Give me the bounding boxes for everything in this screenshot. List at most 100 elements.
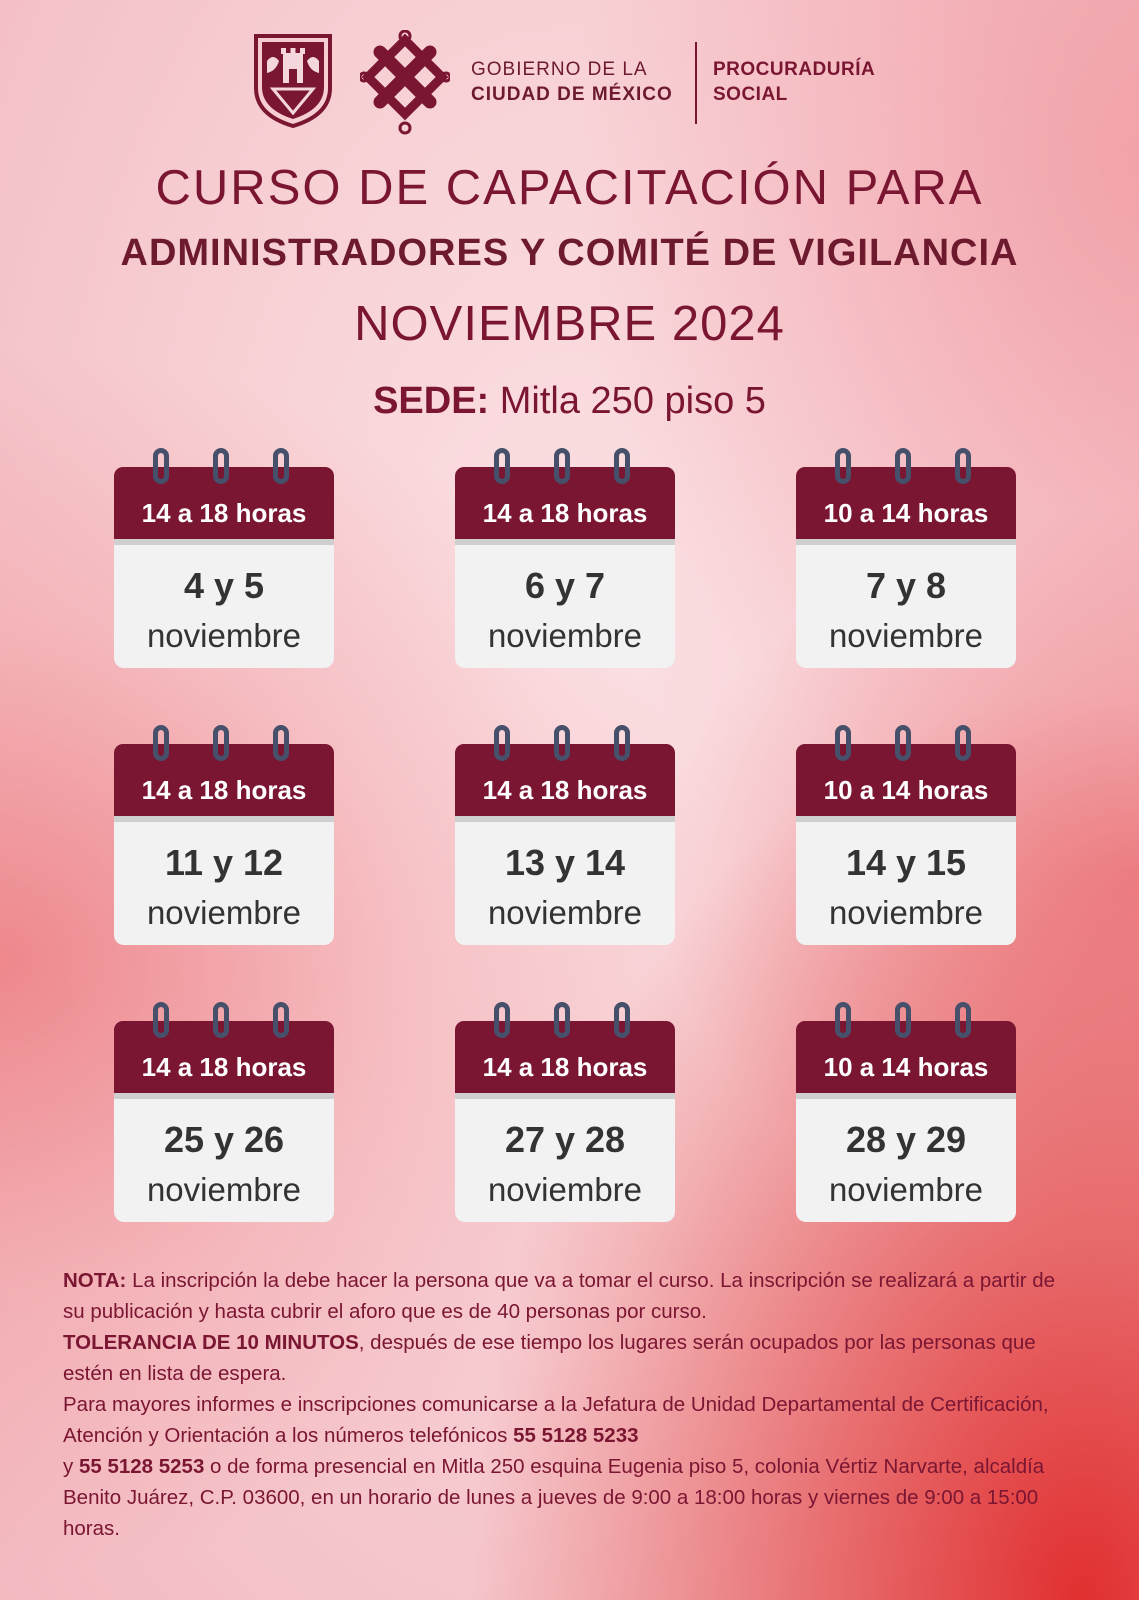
calendar-month: noviembre — [828, 617, 984, 654]
calendar-card: 14 a 18 horas 11 y 12 noviembre — [114, 725, 334, 945]
calendar-month: noviembre — [487, 617, 643, 654]
calendar-body: 13 y 14 noviembre — [455, 822, 675, 945]
binder-ring-icon — [494, 725, 510, 761]
info-text3: o de forma presencial en Mitla 250 esqui… — [63, 1455, 1045, 1540]
calendar-body: 4 y 5 noviembre — [114, 545, 334, 668]
calendar-body: 7 y 8 noviembre — [796, 545, 1016, 668]
calendar-hours: 14 a 18 horas — [482, 775, 648, 805]
calendar-days: 13 y 14 — [504, 842, 626, 883]
binder-ring-icon — [614, 725, 630, 761]
gov-line1: GOBIERNO DE LA — [471, 59, 648, 80]
calendar-month: noviembre — [828, 894, 984, 931]
calendar-body: 11 y 12 noviembre — [114, 822, 334, 945]
calendar-card: 10 a 14 horas 14 y 15 noviembre — [796, 725, 1016, 945]
calendar-days: 27 y 28 — [504, 1119, 626, 1160]
info-text2: y — [63, 1455, 79, 1478]
calendar-card: 14 a 18 horas 4 y 5 noviembre — [114, 448, 334, 668]
calendar-body: 27 y 28 noviembre — [455, 1099, 675, 1222]
proc-line1: PROCURADURÍA — [713, 59, 876, 80]
binder-ring-icon — [554, 1002, 570, 1038]
calendar-card: 14 a 18 horas 6 y 7 noviembre — [455, 448, 675, 668]
sede-line: SEDE: Mitla 250 piso 5 — [0, 380, 1139, 423]
calendar-card: 14 a 18 horas 27 y 28 noviembre — [455, 1002, 675, 1222]
binder-ring-icon — [895, 725, 911, 761]
phone-number-1: 55 5128 5233 — [513, 1424, 639, 1447]
calendar-days: 25 y 26 — [163, 1119, 285, 1160]
sede-value: Mitla 250 piso 5 — [489, 380, 766, 422]
title-line3: NOVIEMBRE 2024 — [354, 297, 785, 351]
calendar-days: 28 y 29 — [845, 1119, 967, 1160]
calendar-hours: 14 a 18 horas — [141, 775, 307, 805]
binder-ring-icon — [494, 448, 510, 484]
binder-ring-icon — [614, 448, 630, 484]
title-line1: CURSO DE CAPACITACIÓN PARA — [155, 161, 984, 215]
phone-number-2: 55 5128 5253 — [78, 1455, 205, 1478]
calendar-body: 28 y 29 noviembre — [796, 1099, 1016, 1222]
binder-ring-icon — [895, 448, 911, 484]
binder-ring-icon — [273, 1002, 289, 1038]
calendar-month: noviembre — [487, 1171, 643, 1208]
calendar-days: 6 y 7 — [524, 565, 606, 606]
calendar-hours: 10 a 14 horas — [823, 775, 989, 805]
nota-text: La inscripción la debe hacer la persona … — [63, 1269, 1056, 1323]
tolerancia-label: TOLERANCIA DE 10 MINUTOS — [63, 1331, 359, 1354]
calendar-hours: 10 a 14 horas — [823, 498, 989, 528]
binder-ring-icon — [273, 725, 289, 761]
binder-ring-icon — [273, 448, 289, 484]
government-name: GOBIERNO DE LA CIUDAD DE MÉXICO — [471, 57, 673, 107]
calendar-days: 14 y 15 — [845, 842, 967, 883]
calendar-hours: 14 a 18 horas — [141, 1052, 307, 1082]
binder-ring-icon — [494, 1002, 510, 1038]
binder-ring-icon — [614, 1002, 630, 1038]
proc-line2: SOCIAL — [713, 84, 788, 105]
procuraduria-name: PROCURADURÍA SOCIAL — [713, 57, 875, 107]
binder-ring-icon — [835, 725, 851, 761]
calendar-month: noviembre — [146, 1171, 302, 1208]
calendar-month: noviembre — [828, 1171, 984, 1208]
binder-ring-icon — [955, 448, 971, 484]
calendar-card: 14 a 18 horas 13 y 14 noviembre — [455, 725, 675, 945]
calendar-card: 10 a 14 horas 28 y 29 noviembre — [796, 1002, 1016, 1222]
info-paragraph: Para mayores informes e inscripciones co… — [63, 1389, 1073, 1544]
header: GOBIERNO DE LA CIUDAD DE MÉXICO PROCURAD… — [253, 30, 903, 135]
calendar-days: 11 y 12 — [164, 842, 284, 883]
nota-label: NOTA: — [63, 1269, 127, 1292]
calendar-month: noviembre — [487, 894, 643, 931]
cdmx-knot-logo — [360, 30, 450, 135]
tolerancia-paragraph: TOLERANCIA DE 10 MINUTOS, después de ese… — [63, 1327, 1073, 1389]
binder-ring-icon — [213, 725, 229, 761]
header-divider — [695, 42, 697, 124]
binder-ring-icon — [153, 725, 169, 761]
sede-label: SEDE: — [373, 380, 490, 422]
notes-section: NOTA: La inscripción la debe hacer la pe… — [63, 1265, 1073, 1544]
binder-ring-icon — [213, 448, 229, 484]
title-line2: ADMINISTRADORES Y COMITÉ DE VIGILANCIA — [120, 232, 1019, 274]
calendar-hours: 14 a 18 horas — [482, 1052, 648, 1082]
binder-ring-icon — [835, 1002, 851, 1038]
calendar-body: 14 y 15 noviembre — [796, 822, 1016, 945]
calendar-body: 6 y 7 noviembre — [455, 545, 675, 668]
calendar-header: 10 a 14 horas — [796, 744, 1016, 816]
nota-paragraph: NOTA: La inscripción la debe hacer la pe… — [63, 1265, 1073, 1327]
binder-ring-icon — [955, 1002, 971, 1038]
gov-line2: CIUDAD DE MÉXICO — [471, 84, 673, 105]
calendar-days: 7 y 8 — [865, 565, 947, 606]
binder-ring-icon — [554, 725, 570, 761]
tolerancia-text: , después de ese tiempo los lugares será… — [63, 1331, 1036, 1385]
binder-ring-icon — [153, 1002, 169, 1038]
calendar-card: 14 a 18 horas 25 y 26 noviembre — [114, 1002, 334, 1222]
cdmx-shield-logo — [253, 33, 333, 128]
binder-ring-icon — [554, 448, 570, 484]
binder-ring-icon — [895, 1002, 911, 1038]
calendar-hours: 14 a 18 horas — [482, 498, 648, 528]
calendar-month: noviembre — [146, 894, 302, 931]
calendar-month: noviembre — [146, 617, 302, 654]
calendar-body: 25 y 26 noviembre — [114, 1099, 334, 1222]
info-text1: Para mayores informes e inscripciones co… — [63, 1393, 1049, 1447]
calendar-card: 10 a 14 horas 7 y 8 noviembre — [796, 448, 1016, 668]
calendar-hours: 14 a 18 horas — [141, 498, 307, 528]
binder-ring-icon — [153, 448, 169, 484]
calendar-hours: 10 a 14 horas — [823, 1052, 989, 1082]
binder-ring-icon — [213, 1002, 229, 1038]
binder-ring-icon — [955, 725, 971, 761]
